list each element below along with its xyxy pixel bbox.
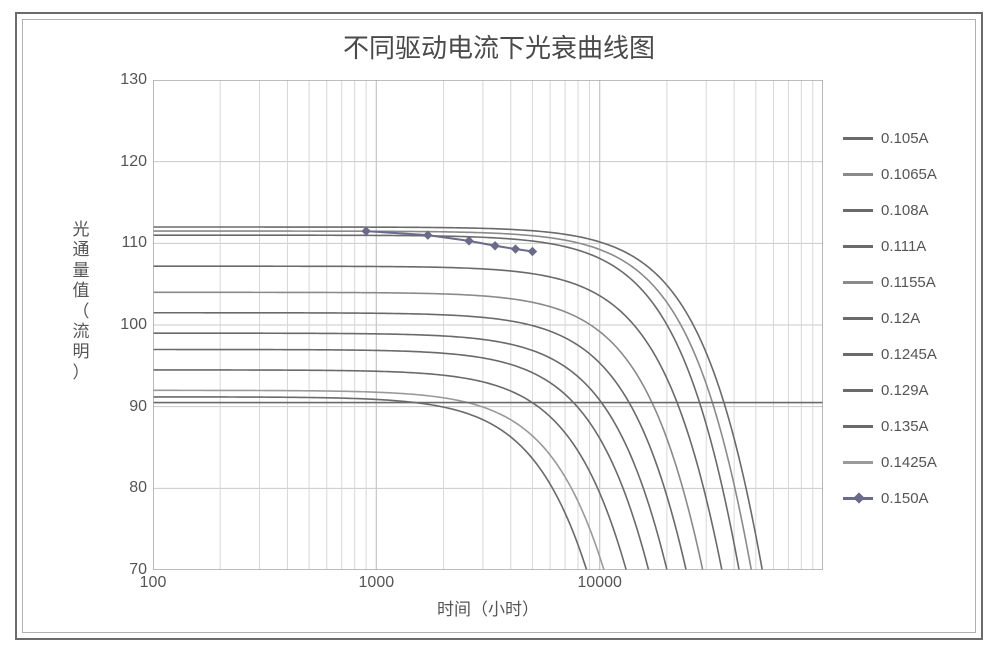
- legend-item: 0.1245A: [843, 336, 963, 372]
- y-tick-label: 120: [107, 153, 147, 171]
- legend-item: 0.1425A: [843, 444, 963, 480]
- chart-title: 不同驱动电流下光衰曲线图: [23, 28, 975, 65]
- legend-item: 0.1155A: [843, 264, 963, 300]
- legend-label: 0.105A: [881, 130, 929, 147]
- legend-swatch: [843, 209, 873, 212]
- legend-label: 0.1155A: [881, 274, 936, 291]
- legend-label: 0.150A: [881, 490, 929, 507]
- y-tick-label: 80: [107, 479, 147, 497]
- y-tick-label: 130: [107, 71, 147, 89]
- legend-label: 0.108A: [881, 202, 929, 219]
- plot-svg: [153, 80, 823, 570]
- y-tick-label: 110: [107, 234, 147, 252]
- chart-container: 不同驱动电流下光衰曲线图 光通量值（流明） 时间（小时） 70809010011…: [22, 19, 976, 633]
- legend-label: 0.135A: [881, 418, 929, 435]
- legend-swatch: [843, 425, 873, 428]
- legend-swatch: [843, 461, 873, 464]
- legend-label: 0.12A: [881, 310, 920, 327]
- plot-area: [153, 80, 823, 570]
- legend-item: 0.111A: [843, 228, 963, 264]
- legend-item: 0.108A: [843, 192, 963, 228]
- x-tick-label: 1000: [359, 574, 395, 592]
- legend-swatch: [843, 245, 873, 248]
- legend-swatch: [843, 137, 873, 140]
- legend-item: 0.12A: [843, 300, 963, 336]
- legend-item: 0.150A: [843, 480, 963, 516]
- legend: 0.105A 0.1065A 0.108A 0.111A 0.1155A 0.12A 0.1…: [843, 120, 963, 516]
- legend-item: 0.129A: [843, 372, 963, 408]
- legend-swatch: [843, 281, 873, 284]
- y-axis-label: 光通量值（流明）: [71, 220, 91, 383]
- y-tick-label: 90: [107, 398, 147, 416]
- legend-item: 0.135A: [843, 408, 963, 444]
- legend-swatch: [843, 173, 873, 176]
- y-tick-label: 100: [107, 316, 147, 334]
- legend-label: 0.1425A: [881, 454, 937, 471]
- legend-swatch: [843, 389, 873, 392]
- x-tick-label: 100: [140, 574, 167, 592]
- legend-swatch: [843, 317, 873, 320]
- legend-label: 0.129A: [881, 382, 929, 399]
- legend-label: 0.1245A: [881, 346, 937, 363]
- legend-swatch: [843, 353, 873, 356]
- legend-swatch: [843, 497, 873, 500]
- legend-label: 0.111A: [881, 238, 926, 255]
- legend-item: 0.105A: [843, 120, 963, 156]
- legend-item: 0.1065A: [843, 156, 963, 192]
- x-axis-label: 时间（小时）: [153, 595, 823, 620]
- legend-label: 0.1065A: [881, 166, 937, 183]
- x-tick-label: 10000: [577, 574, 622, 592]
